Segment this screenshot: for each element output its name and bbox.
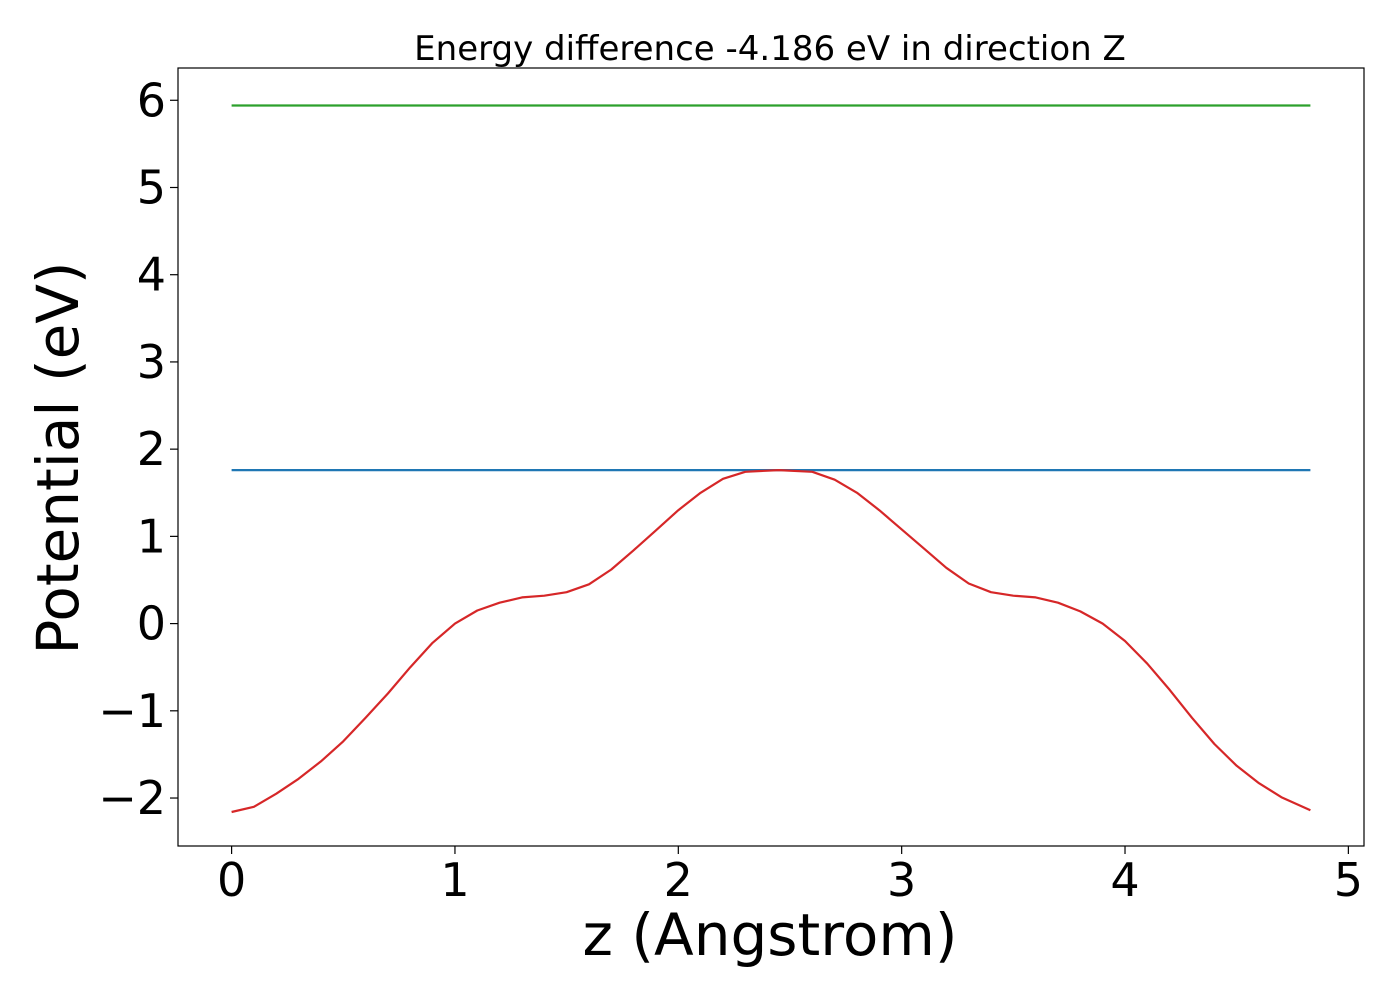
y-tick-label: −1 xyxy=(98,684,166,738)
x-tick-label: 1 xyxy=(440,853,469,907)
y-axis-ticks: −2 −1 0 1 2 3 4 5 6 xyxy=(98,73,178,825)
x-tick-label: 0 xyxy=(217,853,246,907)
y-tick-label: 5 xyxy=(137,160,166,214)
x-axis-label: z (Angstrom) xyxy=(583,901,958,969)
plot-lines xyxy=(231,104,1311,814)
y-tick-label: 2 xyxy=(137,422,166,476)
x-tick-label: 5 xyxy=(1334,853,1363,907)
series-line-2 xyxy=(231,469,1311,814)
y-tick-label: 6 xyxy=(137,73,166,127)
x-axis-ticks: 0 1 2 3 4 5 xyxy=(217,846,1363,907)
chart-title: Energy difference -4.186 eV in direction… xyxy=(414,29,1126,69)
y-axis-label: Potential (eV) xyxy=(24,261,92,654)
y-tick-label: 1 xyxy=(137,509,166,563)
x-tick-label: 3 xyxy=(887,853,916,907)
x-tick-label: 4 xyxy=(1110,853,1139,907)
y-tick-label: 3 xyxy=(137,335,166,389)
x-tick-label: 2 xyxy=(664,853,693,907)
y-tick-label: 4 xyxy=(137,248,166,302)
y-tick-label: 0 xyxy=(137,597,166,651)
y-tick-label: −2 xyxy=(98,771,166,825)
plot-frame xyxy=(177,67,1365,847)
